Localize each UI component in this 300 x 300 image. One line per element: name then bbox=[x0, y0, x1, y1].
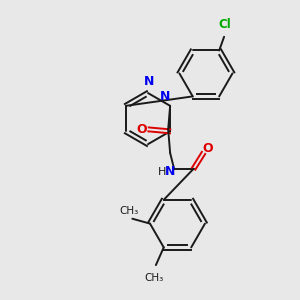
Text: CH₃: CH₃ bbox=[144, 273, 164, 283]
Text: N: N bbox=[165, 165, 175, 178]
Text: N: N bbox=[160, 90, 170, 103]
Text: N: N bbox=[144, 75, 154, 88]
Text: Cl: Cl bbox=[219, 18, 232, 31]
Text: O: O bbox=[136, 123, 147, 136]
Text: CH₃: CH₃ bbox=[120, 206, 139, 216]
Text: O: O bbox=[202, 142, 213, 154]
Text: H: H bbox=[158, 167, 166, 177]
